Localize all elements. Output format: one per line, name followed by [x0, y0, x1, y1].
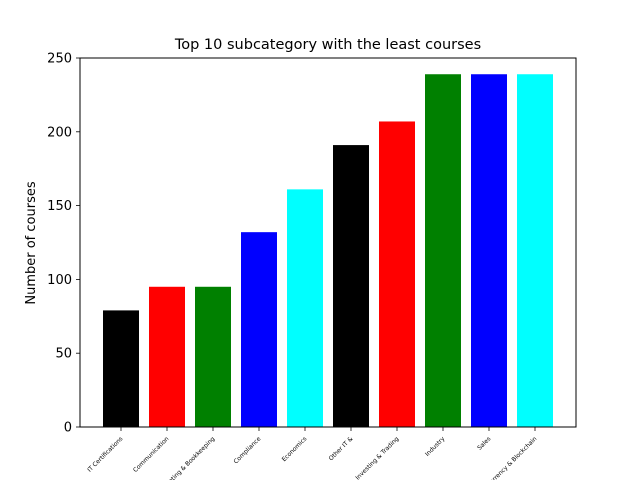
bar-10: [517, 74, 553, 428]
bar-7: [379, 121, 415, 427]
x-tick-label: Communication: [132, 435, 171, 474]
x-tick-label: Other IT &: [328, 435, 355, 462]
y-tick-label: 150: [47, 199, 72, 214]
x-tick-label: IT Certifications: [86, 435, 124, 473]
bar-4: [241, 232, 277, 427]
y-tick-label: 0: [64, 421, 72, 436]
x-tick-label: Investing & Trading: [354, 435, 400, 480]
y-axis: 0 50 100 150 200 250: [47, 52, 80, 436]
plot-frame: [79, 57, 577, 428]
bar-9: [471, 74, 507, 428]
chart-title: Top 10 subcategory with the least course…: [174, 37, 481, 53]
bar-5: [287, 189, 323, 427]
bars-group: [103, 74, 553, 428]
y-tick-label: 50: [55, 347, 72, 362]
x-tick-label: Sales: [476, 435, 492, 451]
x-tick-label: Industry: [424, 435, 447, 458]
bar-6: [333, 145, 369, 428]
x-tick-label: Economics: [281, 435, 309, 463]
y-tick-label: 200: [47, 125, 72, 140]
bar-2: [149, 286, 185, 427]
bar-3: [195, 286, 231, 427]
x-axis: IT Certifications CommunicationAccounting…: [86, 427, 539, 480]
y-tick-label: 250: [47, 52, 72, 67]
x-tick-label: Compliance: [232, 435, 262, 465]
y-axis-label: Number of courses: [24, 181, 39, 304]
bar-1: [103, 310, 139, 427]
y-tick-label: 100: [47, 273, 72, 288]
bar-8: [425, 74, 461, 428]
